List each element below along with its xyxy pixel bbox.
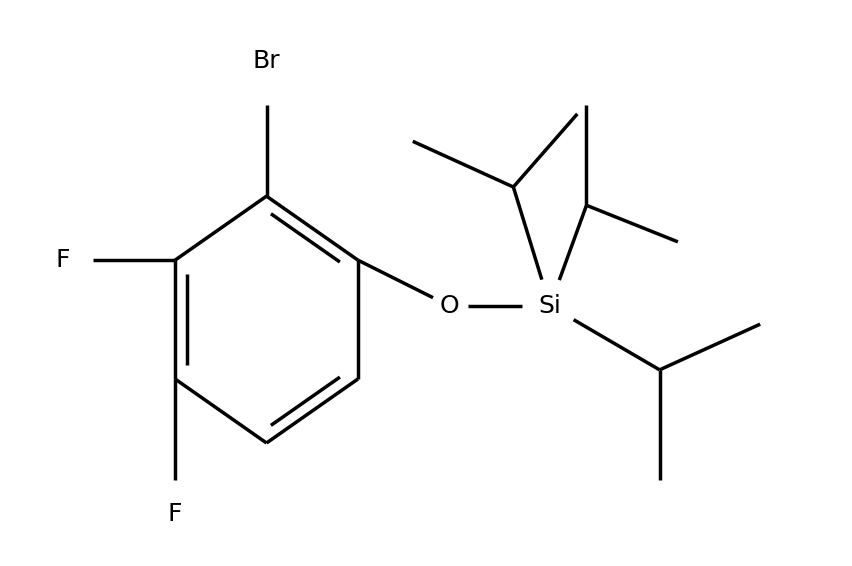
- Text: F: F: [55, 248, 70, 272]
- Text: O: O: [439, 294, 458, 318]
- Text: Si: Si: [538, 294, 561, 318]
- Text: Br: Br: [252, 49, 280, 72]
- Text: F: F: [168, 503, 182, 526]
